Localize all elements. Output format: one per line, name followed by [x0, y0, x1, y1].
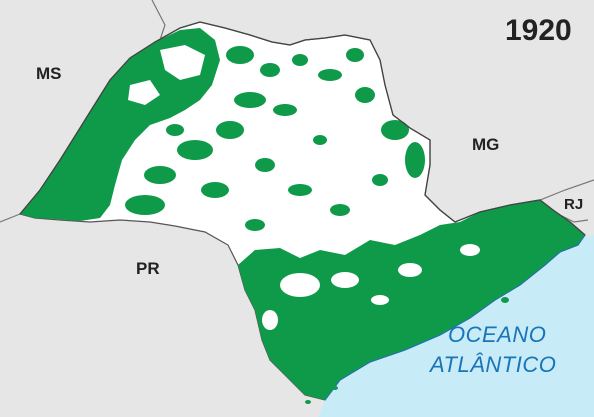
forest-patch — [260, 63, 280, 77]
forest-patch — [273, 104, 297, 116]
island — [501, 297, 509, 303]
forest-patch — [313, 135, 327, 145]
forest-clearing — [331, 272, 359, 288]
island — [305, 400, 311, 404]
forest-patch — [177, 140, 213, 160]
forest-patch — [292, 54, 308, 66]
coastline — [324, 234, 586, 401]
forest-patch — [234, 92, 266, 108]
forest-patch — [330, 204, 350, 216]
forest-patch — [318, 69, 342, 81]
forest-patch — [125, 195, 165, 215]
forest-patch — [381, 120, 409, 140]
forest-patch — [216, 121, 244, 139]
ocean-label-line1: OCEANO — [448, 322, 547, 347]
forest-patch — [372, 174, 388, 186]
forest-patch — [144, 166, 176, 184]
border-ms-mg — [151, 0, 166, 41]
forest-west — [20, 28, 220, 221]
ocean-label-line2: ATLÂNTICO — [430, 352, 557, 377]
border-rj-coast — [559, 214, 589, 223]
forest-patch — [166, 124, 184, 136]
neighbor-label-mg: MG — [472, 135, 500, 154]
forest-patch — [226, 46, 254, 64]
forest-clearing — [460, 244, 480, 256]
forest-remnants — [20, 28, 585, 400]
forest-patch — [288, 184, 312, 196]
forest-clearing — [280, 273, 320, 297]
neighbor-label-pr: PR — [136, 259, 160, 278]
forest-patch — [346, 48, 364, 62]
forest-patch — [355, 87, 375, 103]
forest-patch — [405, 142, 425, 178]
year-label: 1920 — [505, 14, 572, 47]
forest-clearing — [398, 263, 422, 277]
forest-southeast — [238, 200, 585, 400]
island — [332, 386, 338, 390]
forest-clearing — [371, 295, 389, 305]
forest-west-3 — [128, 80, 160, 105]
neighbor-label-ms: MS — [36, 64, 62, 83]
neighbor-label-rj: RJ — [564, 196, 584, 213]
forest-patch — [201, 182, 229, 198]
forest-patch — [245, 219, 265, 231]
state-outline — [19, 21, 586, 236]
forest-patch — [255, 158, 275, 172]
border-ms-pr — [0, 213, 21, 223]
forest-clearing — [262, 310, 278, 330]
forest-west-2 — [160, 45, 205, 80]
